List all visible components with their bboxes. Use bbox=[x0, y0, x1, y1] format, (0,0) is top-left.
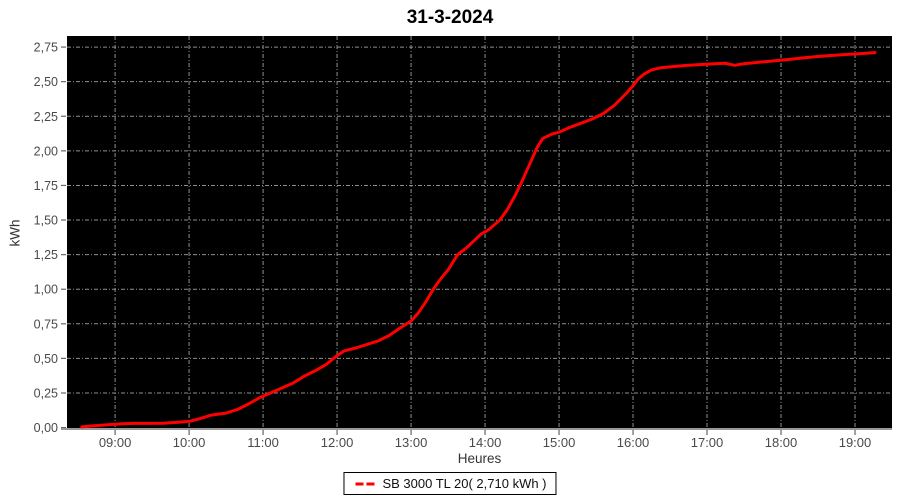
x-tick-label: 14:00 bbox=[469, 435, 502, 450]
x-tick-label: 17:00 bbox=[691, 435, 724, 450]
gridlines-group bbox=[67, 36, 892, 428]
series-group bbox=[80, 51, 877, 429]
y-tick-label: 0,25 bbox=[34, 386, 58, 400]
y-axis-title: kWh bbox=[7, 219, 23, 247]
x-axis-title: Heures bbox=[457, 451, 502, 466]
x-tick-label: 19:00 bbox=[839, 435, 872, 450]
y-tick-label: 0,50 bbox=[34, 352, 58, 366]
plot-background-group bbox=[67, 36, 892, 428]
legend-line-marker bbox=[355, 482, 376, 485]
y-tick-label: 1,50 bbox=[34, 214, 58, 228]
x-tick-label: 11:00 bbox=[247, 435, 279, 450]
energy-curve bbox=[80, 51, 877, 429]
y-tick-label: 2,25 bbox=[34, 110, 58, 124]
x-tick-label: 10:00 bbox=[173, 435, 206, 450]
y-tick-label: 1,25 bbox=[34, 248, 58, 262]
axes-group: 0,00 0,25 0,50 0,75 1,00 1,25 1,50 1,75 2,00 2,25… bbox=[34, 41, 892, 450]
legend-label: SB 3000 TL 20( 2,710 kWh ) bbox=[382, 476, 547, 491]
x-tick-label: 13:00 bbox=[395, 435, 428, 450]
plot-background bbox=[67, 36, 892, 428]
y-tick-label: 1,00 bbox=[34, 283, 58, 297]
y-tick-label: 2,50 bbox=[34, 75, 58, 89]
legend: SB 3000 TL 20( 2,710 kWh ) bbox=[343, 472, 557, 495]
x-tick-label: 09:00 bbox=[99, 435, 132, 450]
x-tick-label: 12:00 bbox=[321, 435, 354, 450]
y-tick-label: 2,00 bbox=[34, 144, 58, 158]
x-tick-label: 15:00 bbox=[543, 435, 576, 450]
chart-title: 31-3-2024 bbox=[406, 7, 494, 28]
y-tick-label: 2,75 bbox=[34, 41, 58, 55]
x-tick-label: 18:00 bbox=[765, 435, 798, 450]
y-tick-label: 0,75 bbox=[34, 317, 58, 331]
y-tick-label: 1,75 bbox=[34, 179, 58, 193]
x-tick-label: 16:00 bbox=[617, 435, 650, 450]
y-tick-label: 0,00 bbox=[34, 421, 58, 435]
